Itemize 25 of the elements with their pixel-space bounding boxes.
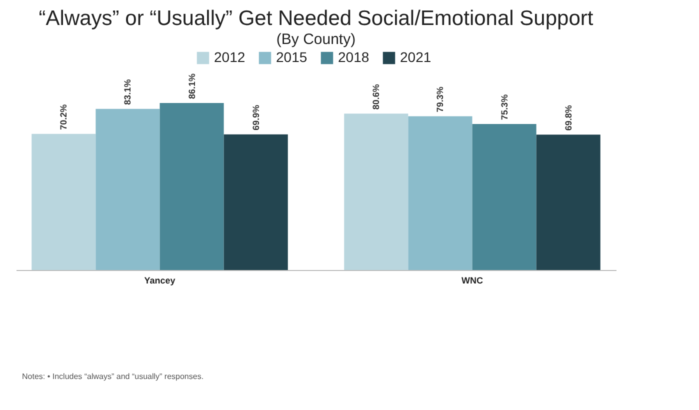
bar	[536, 134, 600, 270]
data-label: 75.3%	[499, 94, 510, 120]
data-label: 79.3%	[435, 86, 446, 112]
chart-subtitle: (By County)	[276, 31, 356, 48]
bar	[472, 124, 536, 270]
text: Notes: • Includes “always” and “usually” responses.	[22, 372, 204, 381]
legend-label: 2015	[276, 49, 308, 65]
bar	[160, 103, 224, 270]
chart-title: “Always” or “Usually” Get Needed Social/Emotional Support	[38, 7, 594, 30]
x-tick-label: WNC	[462, 276, 484, 286]
data-label: 69.8%	[563, 105, 574, 131]
x-tick-label: Yancey	[144, 276, 176, 286]
legend-label: 2018	[338, 49, 370, 65]
legend-label: 2012	[214, 49, 246, 65]
bar	[408, 116, 472, 270]
legend-label: 2021	[400, 49, 432, 65]
bar	[224, 134, 288, 270]
bar	[32, 134, 96, 270]
data-label: 69.9%	[250, 104, 261, 130]
data-label: 80.6%	[371, 84, 382, 110]
bar	[96, 108, 160, 270]
data-label: 86.1%	[186, 73, 197, 99]
bar	[344, 114, 408, 270]
data-label: 83.1%	[122, 79, 133, 105]
data-label: 70.2%	[58, 104, 69, 130]
